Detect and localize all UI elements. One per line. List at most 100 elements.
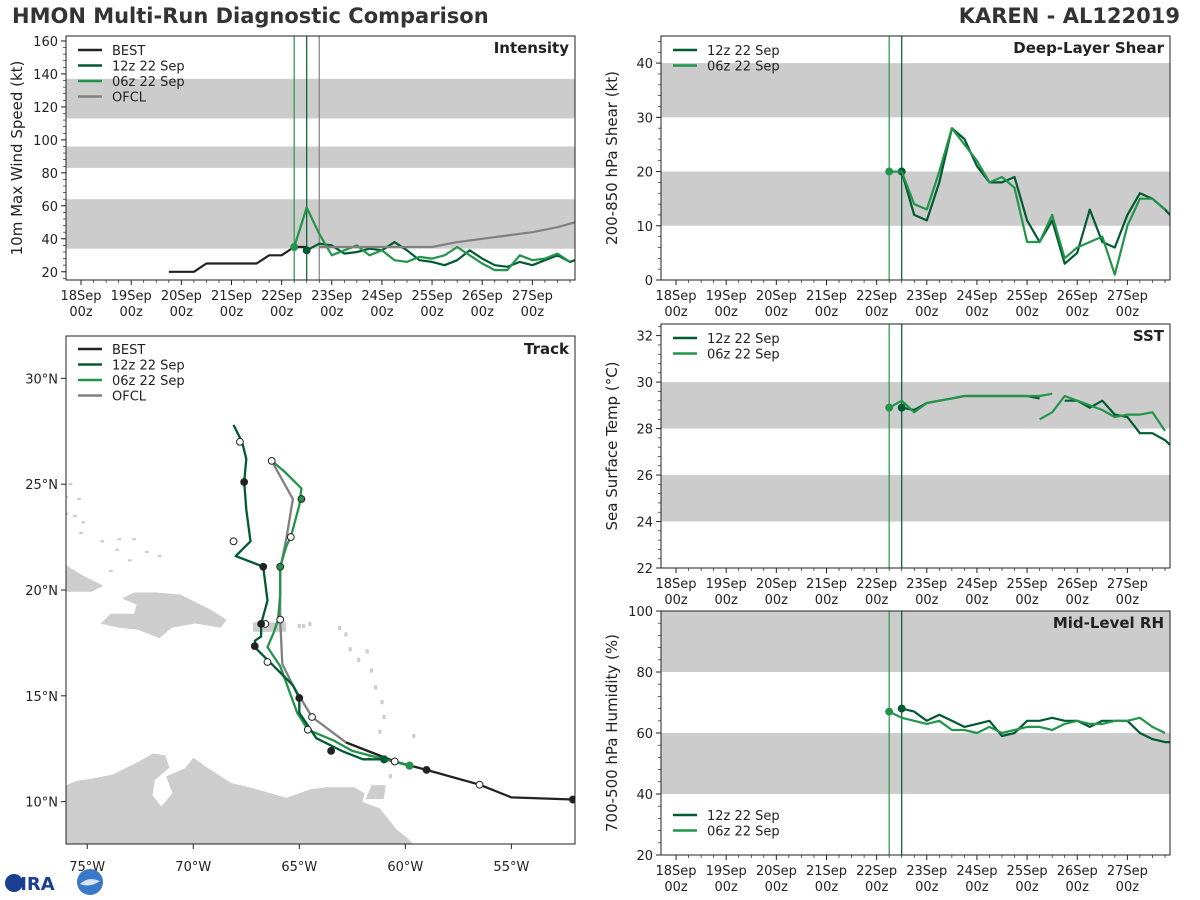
shear-ytick-label: 30 <box>636 111 653 126</box>
sst-legend-label: 06z 22 Sep <box>707 348 780 363</box>
sst-band <box>661 475 1170 522</box>
shear-xtick-day: 24Sep <box>956 289 997 304</box>
bahamas-island <box>80 520 86 525</box>
rh-xtick-day: 21Sep <box>806 864 847 879</box>
rh-xtick-hour: 00z <box>1015 880 1039 895</box>
shear-legend-label: 12z 22 Sep <box>707 44 780 59</box>
intensity-xtick-hour: 00z <box>521 305 545 320</box>
track-xtick-label: 70°W <box>175 860 211 875</box>
intensity-panel: 2040608010012014016018Sep00z19Sep00z20Se… <box>8 35 576 320</box>
sst-xtick-hour: 00z <box>965 593 989 608</box>
track-title: Track <box>524 340 570 358</box>
intensity-series-line <box>319 221 575 249</box>
sst-xtick-hour: 00z <box>1116 593 1140 608</box>
intensity-init-point <box>302 246 311 255</box>
antilles-island <box>301 623 306 629</box>
sst-xtick-hour: 00z <box>1066 593 1090 608</box>
track-point <box>568 795 575 804</box>
shear-ytick-label: 20 <box>636 166 653 181</box>
hispaniola-shape <box>99 591 228 640</box>
shear-series-line <box>889 127 1166 276</box>
track-point <box>422 766 431 774</box>
storm-name: KAREN - AL122019 <box>958 4 1180 28</box>
shear-xtick-day: 22Sep <box>856 289 897 304</box>
track-point <box>229 537 238 546</box>
intensity-title: Intensity <box>494 39 570 57</box>
rh-xtick-day: 20Sep <box>756 864 797 879</box>
sst-ytick-label: 24 <box>636 516 653 531</box>
antilles-island <box>347 646 353 653</box>
shear-title: Deep-Layer Shear <box>1013 39 1164 57</box>
intensity-series-line <box>168 245 307 273</box>
intensity-xtick-day: 18Sep <box>61 289 102 304</box>
sst-xtick-day: 21Sep <box>806 577 847 592</box>
track-ytick-label: 20°N <box>25 584 58 599</box>
track-line <box>266 460 410 767</box>
track-point <box>390 757 399 766</box>
shear-xtick-hour: 00z <box>865 305 889 320</box>
track-point <box>259 562 268 571</box>
antilles-island <box>364 648 370 655</box>
intensity-ytick-label: 60 <box>41 200 58 215</box>
intensity-xtick-day: 22Sep <box>261 289 302 304</box>
rh-xtick-day: 24Sep <box>956 864 997 879</box>
south-america-shape <box>66 752 415 844</box>
bahamas-island <box>127 558 133 563</box>
track-point <box>236 437 244 446</box>
cuba-shape <box>66 564 106 593</box>
shear-xtick-hour: 00z <box>1015 305 1039 320</box>
rh-xtick-day: 26Sep <box>1057 864 1098 879</box>
sst-xtick-hour: 00z <box>865 593 889 608</box>
sst-ylabel: Sea Surface Temp (°C) <box>603 361 621 530</box>
intensity-xtick-day: 25Sep <box>412 289 453 304</box>
shear-xtick-hour: 00z <box>965 305 989 320</box>
rh-title: Mid-Level RH <box>1053 614 1164 632</box>
antilles-island <box>307 620 313 627</box>
intensity-xtick-day: 23Sep <box>311 289 352 304</box>
intensity-xtick-hour: 00z <box>120 305 144 320</box>
antilles-island <box>377 728 383 735</box>
shear-frame <box>660 35 1171 281</box>
trinidad-shape <box>364 784 387 800</box>
intensity-ytick-label: 160 <box>33 35 58 50</box>
sst-xtick-day: 25Sep <box>1007 577 1048 592</box>
shear-ytick-label: 40 <box>636 57 653 72</box>
intensity-series-line <box>293 206 571 272</box>
sst-frame <box>660 323 1171 569</box>
intensity-band <box>66 146 575 168</box>
cira-logo-icon: CIRA <box>5 869 103 895</box>
bahamas-island <box>156 554 163 559</box>
track-point <box>295 694 304 702</box>
antilles-island <box>368 667 374 674</box>
rh-xtick-day: 19Sep <box>706 864 747 879</box>
shear-ylabel: 200-850 hPa Shear (kt) <box>603 71 621 245</box>
sst-xtick-day: 18Sep <box>656 577 697 592</box>
rh-xtick-day: 18Sep <box>656 864 697 879</box>
bahamas-island <box>72 514 78 518</box>
track-point <box>475 780 484 789</box>
sst-legend-label: 12z 22 Sep <box>707 332 780 347</box>
rh-init-point <box>897 704 906 713</box>
track-xtick-label: 60°W <box>387 860 423 875</box>
sst-ytick-label: 32 <box>636 330 653 345</box>
antilles-island <box>411 733 417 739</box>
rh-xtick-hour: 00z <box>1116 880 1140 895</box>
rh-series-line <box>901 707 1170 744</box>
rh-xtick-day: 23Sep <box>906 864 947 879</box>
intensity-init-point <box>290 243 299 252</box>
intensity-ytick-label: 100 <box>33 134 58 149</box>
intensity-ytick-label: 140 <box>33 68 58 83</box>
intensity-band <box>66 78 575 119</box>
track-xtick-label: 65°W <box>281 860 317 875</box>
shear-xtick-hour: 00z <box>815 305 839 320</box>
intensity-xtick-hour: 00z <box>270 305 294 320</box>
track-legend-label: BEST <box>112 343 145 358</box>
track-point <box>240 478 249 486</box>
figure-title: HMON Multi-Run Diagnostic Comparison <box>12 4 489 28</box>
track-ytick-label: 30°N <box>25 372 58 387</box>
track-ytick-label: 10°N <box>25 796 58 811</box>
shear-xtick-day: 25Sep <box>1007 289 1048 304</box>
shear-xtick-hour: 00z <box>915 305 939 320</box>
sst-init-point <box>885 403 894 412</box>
